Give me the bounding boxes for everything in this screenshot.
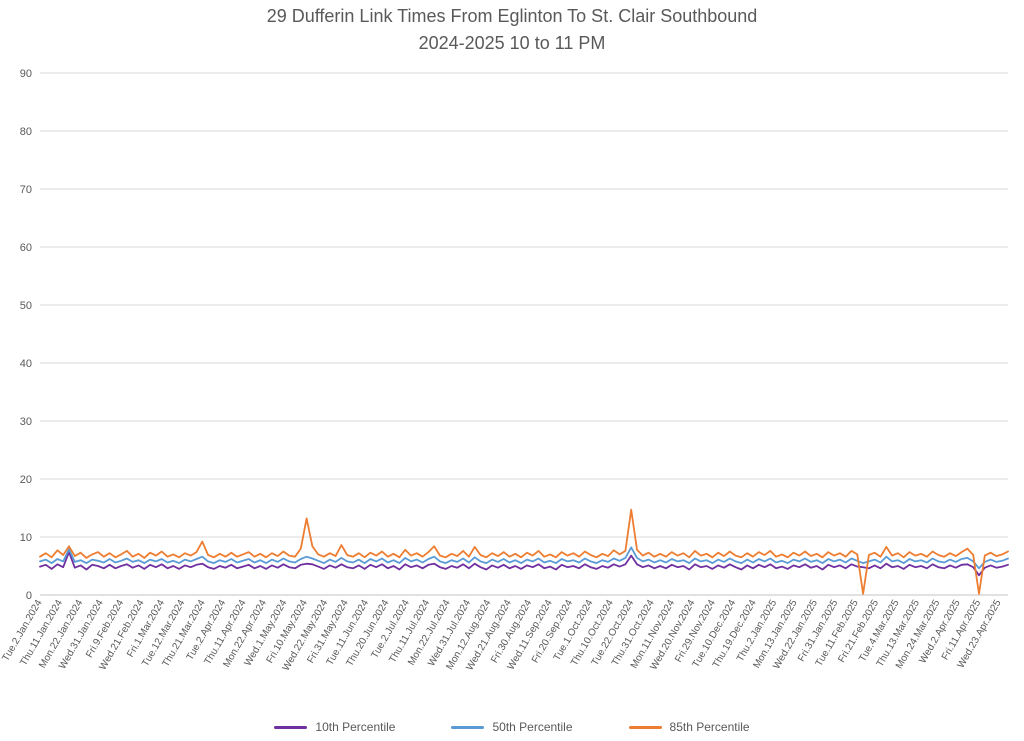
line-85th-percentile	[39, 508, 1009, 595]
y-axis-tick-label: 90	[20, 68, 32, 80]
legend-label-50th-percentile: 50th Percentile	[492, 720, 573, 734]
chart-title-line2: 2024-2025 10 to 11 PM	[418, 33, 606, 53]
y-axis-tick-label: 70	[20, 184, 32, 196]
legend-swatch-10th-percentile	[274, 725, 308, 729]
legend-item-10th-percentile: 10th Percentile	[274, 720, 395, 734]
y-axis-tick-label: 10	[20, 532, 32, 544]
line-10th-percentile	[39, 551, 1009, 577]
y-axis-tick-label: 40	[20, 358, 32, 370]
legend-label-10th-percentile: 10th Percentile	[315, 720, 396, 734]
legend-label-85th-percentile: 85th Percentile	[669, 720, 750, 734]
y-axis-tick-label: 30	[20, 416, 32, 428]
line-50th-percentile	[39, 546, 1009, 570]
y-axis-tick-label: 50	[20, 300, 32, 312]
legend-swatch-50th-percentile	[451, 725, 485, 729]
y-axis-tick-label: 0	[26, 590, 32, 602]
legend-item-50th-percentile: 50th Percentile	[451, 720, 573, 734]
y-axis-tick-label: 60	[20, 242, 32, 254]
legend: 10th Percentile 50th Percentile 85th Per…	[0, 715, 1024, 739]
chart-title: 29 Dufferin Link Times From Eglinton To …	[0, 3, 1024, 57]
y-axis-tick-label: 80	[20, 126, 32, 138]
chart-title-line1: 29 Dufferin Link Times From Eglinton To …	[266, 6, 758, 26]
y-axis-tick-label: 20	[20, 474, 32, 486]
legend-item-85th-percentile: 85th Percentile	[628, 720, 750, 734]
legend-swatch-85th-percentile	[628, 725, 662, 729]
